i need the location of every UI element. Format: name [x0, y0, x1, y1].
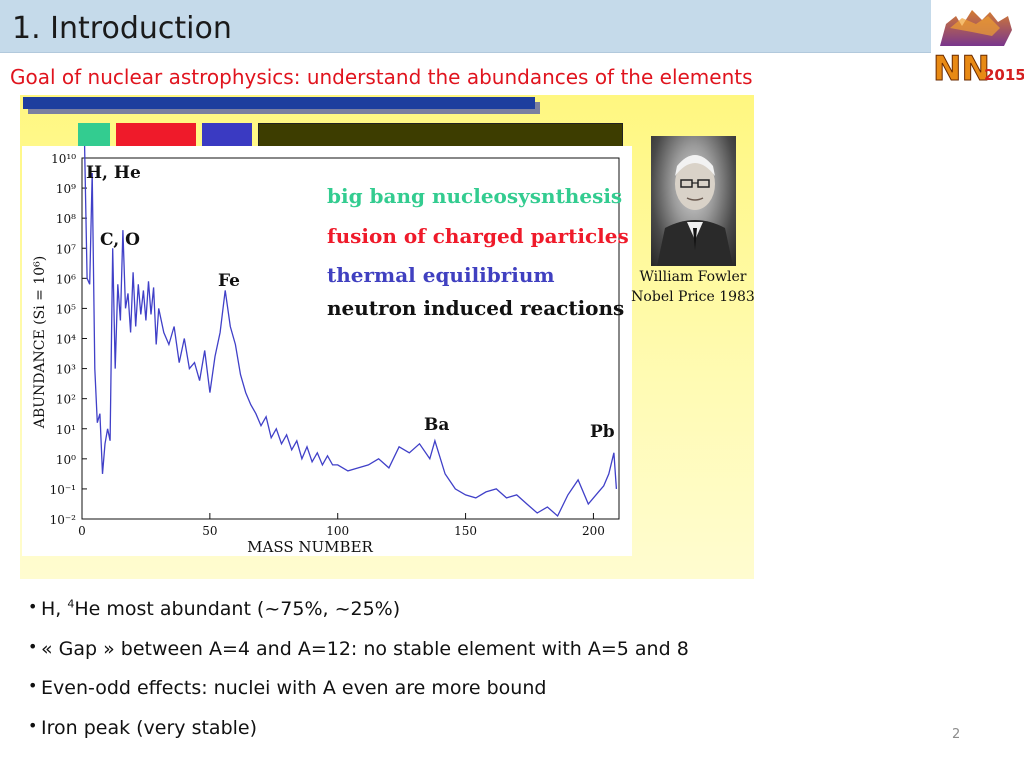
y-tick-label: 10¹ [56, 423, 76, 437]
y-axis-label: ABUNDANCE (Si = 10⁶) [32, 256, 48, 429]
y-tick-label: 10⁻² [50, 513, 77, 527]
decorative-bar [23, 97, 535, 109]
x-tick-label: 150 [454, 524, 477, 538]
peak-annotation: Ba [424, 415, 449, 435]
bullet-dot-icon: • [28, 597, 38, 616]
bullet-text: « Gap » between A=4 and A=12: no stable … [41, 637, 689, 660]
y-tick-label: 10² [56, 393, 76, 407]
svg-text:2015: 2015 [984, 66, 1024, 84]
bullet-dot-icon: • [28, 715, 38, 735]
x-tick-label: 50 [202, 524, 217, 538]
y-tick-label: 10⁰ [56, 453, 76, 467]
legend-entry: thermal equilibrium [327, 263, 555, 287]
bullet-dot-icon: • [28, 636, 38, 656]
bullet-list: • H, 4He most abundant (~75%, ~25%) • « Ga… [28, 597, 689, 755]
swatch-neutron-induced [258, 123, 623, 150]
legend-entry: neutron induced reactions [327, 296, 624, 320]
abundance-chart-svg: 0 50 100 150 200 10⁻² 10⁻¹ 10⁰ 10¹ 10² 10³ 10⁴ 10⁵ 10… [32, 146, 629, 556]
bullet-text: H, [41, 598, 68, 620]
photo-caption: William Fowler Nobel Price 1983 [628, 267, 758, 307]
bullet-text: Even-odd effects: nuclei with A even are… [41, 677, 547, 699]
nn2015-conference-logo: NN 2015 [933, 10, 1024, 86]
y-tick-label: 10⁴ [56, 333, 76, 347]
bullet-text: Iron peak (very stable) [41, 716, 258, 739]
x-tick-label: 200 [582, 524, 605, 538]
bullet-item: • H, 4He most abundant (~75%, ~25%) [28, 597, 689, 637]
page-number: 2 [952, 727, 961, 742]
x-axis-label: MASS NUMBER [247, 538, 373, 556]
photo-caption-name: William Fowler [639, 269, 747, 285]
y-tick-label: 10⁸ [56, 212, 76, 226]
y-tick-label: 10¹⁰ [51, 152, 76, 166]
abundance-chart: 0 50 100 150 200 10⁻² 10⁻¹ 10⁰ 10¹ 10² 10³ 10⁴ 10⁵ 10… [22, 146, 632, 556]
bullet-item: • Even-odd effects: nuclei with A even ar… [28, 676, 689, 716]
peak-annotation: Pb [590, 422, 615, 442]
swatch-thermal-equilibrium [202, 123, 252, 148]
legend-entry: big bang nucleosysnthesis [327, 184, 622, 208]
svg-text:NN: NN [933, 49, 990, 86]
y-tick-label: 10⁹ [56, 182, 76, 196]
y-tick-label: 10⁷ [56, 242, 76, 256]
x-tick-label: 100 [326, 524, 349, 538]
swatch-big-bang [78, 123, 110, 148]
x-tick-label: 0 [78, 524, 86, 538]
y-tick-label: 10⁶ [56, 272, 76, 286]
peak-annotation: H, He [86, 163, 141, 183]
slide-subtitle: Goal of nuclear astrophysics: understand… [10, 65, 753, 89]
y-tick-label: 10⁻¹ [50, 483, 76, 497]
bullet-item: • « Gap » between A=4 and A=12: no stable… [28, 637, 689, 677]
title-bar: 1. Introduction [0, 0, 931, 53]
swatch-charged-particle-fusion [116, 123, 196, 148]
abundance-series-line [83, 146, 618, 518]
peak-annotation: C, O [100, 230, 140, 250]
photo-caption-award: Nobel Price 1983 [631, 289, 755, 305]
y-tick-label: 10³ [56, 363, 76, 377]
portrait-photo-drawing [657, 155, 733, 266]
bullet-item: • Iron peak (very stable) [28, 716, 689, 756]
peak-annotation: Fe [218, 271, 240, 291]
bullet-text-continued: He most abundant (~75%, ~25%) [74, 598, 401, 620]
slide-title: 1. Introduction [12, 11, 232, 46]
plot-frame [81, 157, 620, 520]
portrait-photo [651, 136, 736, 266]
legend-entry: fusion of charged particles [327, 224, 629, 248]
y-tick-label: 10⁵ [56, 302, 76, 316]
bullet-superscript: 4 [67, 597, 75, 611]
bullet-dot-icon: • [28, 676, 38, 695]
